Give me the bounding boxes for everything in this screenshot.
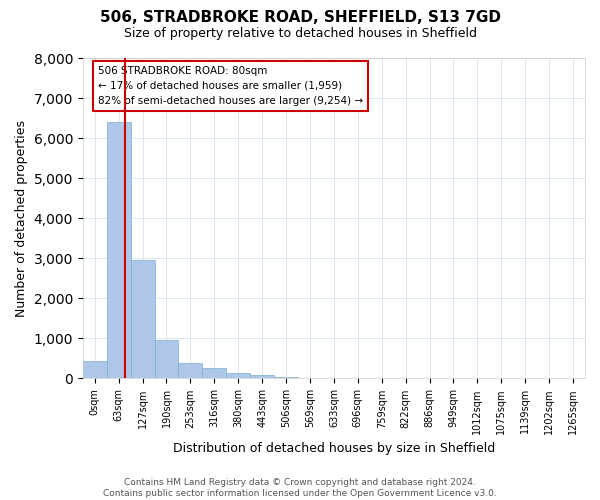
Text: Contains HM Land Registry data © Crown copyright and database right 2024.
Contai: Contains HM Land Registry data © Crown c… <box>103 478 497 498</box>
Y-axis label: Number of detached properties: Number of detached properties <box>15 120 28 316</box>
Text: 506, STRADBROKE ROAD, SHEFFIELD, S13 7GD: 506, STRADBROKE ROAD, SHEFFIELD, S13 7GD <box>100 10 500 25</box>
Bar <box>155 340 178 378</box>
Bar <box>131 260 155 378</box>
Bar <box>83 361 107 378</box>
Bar <box>107 122 131 378</box>
X-axis label: Distribution of detached houses by size in Sheffield: Distribution of detached houses by size … <box>173 442 495 455</box>
Bar <box>274 376 298 378</box>
Bar <box>202 368 226 378</box>
Bar <box>250 375 274 378</box>
Bar <box>226 372 250 378</box>
Text: Size of property relative to detached houses in Sheffield: Size of property relative to detached ho… <box>124 28 476 40</box>
Bar <box>178 363 202 378</box>
Text: 506 STRADBROKE ROAD: 80sqm
← 17% of detached houses are smaller (1,959)
82% of s: 506 STRADBROKE ROAD: 80sqm ← 17% of deta… <box>98 66 363 106</box>
